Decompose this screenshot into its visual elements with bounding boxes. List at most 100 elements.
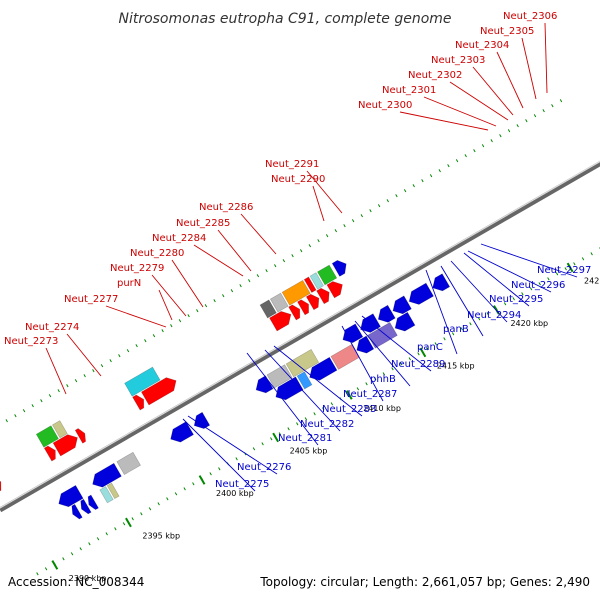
gene-label: Neut_2300 — [358, 100, 412, 111]
label-leader-line — [182, 418, 256, 492]
genome-backbone — [0, 160, 600, 513]
label-leader-line — [217, 229, 252, 272]
scale-ticks: 2390 kbp 2395 kbp 2400 kbp 2405 kbp 2410 kbp… — [51, 262, 600, 583]
label-leader-line — [450, 260, 508, 323]
label-leader-line — [463, 252, 530, 307]
gene-arrow — [35, 425, 59, 448]
gene-arrow — [316, 287, 330, 305]
gene-label: Neut_2290 — [271, 174, 325, 185]
gene-label: Neut_2301 — [382, 85, 436, 96]
label-leader-line — [521, 37, 537, 100]
label-leader-line — [151, 274, 187, 317]
scale-tick — [345, 390, 353, 400]
label-leader-line — [273, 345, 363, 417]
gene-label: Neut_2282 — [300, 419, 354, 430]
gene-label: Neut_2283 — [322, 404, 376, 415]
scale-tick-label: 2395 kbp — [142, 532, 180, 541]
gene-arrow — [99, 486, 114, 504]
gene-label: Neut_2289 — [391, 359, 445, 370]
gene-arrow — [317, 264, 338, 286]
gene-label: Neut_2287 — [343, 389, 397, 400]
gene-arrow — [124, 366, 161, 397]
gene-arrow — [296, 371, 313, 390]
gene-label: Neut_2281 — [278, 433, 332, 444]
gene-arrow — [170, 421, 194, 443]
genome-summary-text: Topology: circular; Length: 2,661,057 bp… — [259, 575, 590, 589]
label-leader-line — [187, 415, 278, 475]
label-leader-line — [472, 66, 514, 116]
gene-arrow — [331, 260, 347, 277]
gene-arrow — [92, 462, 122, 488]
gene-arrow — [303, 276, 317, 293]
gene-arrow — [408, 282, 434, 305]
label-leader-line — [425, 269, 458, 355]
gene-arrow — [141, 377, 177, 406]
label-leader-line — [440, 265, 484, 337]
label-leader-line — [240, 213, 277, 255]
gene-arrow — [377, 304, 396, 323]
gene-label: Neut_2285 — [176, 218, 230, 229]
label-leader-line — [193, 244, 244, 277]
scale-tick — [419, 347, 427, 358]
gene-label: Neut_2305 — [480, 26, 534, 37]
label-leader-line — [105, 305, 167, 328]
gene-arrow — [266, 364, 293, 389]
gene-arrow — [288, 304, 301, 321]
gene-arrow — [330, 344, 360, 370]
gene-arrow — [259, 299, 277, 319]
gene-label: panB — [443, 324, 469, 335]
gene-label: Neut_2302 — [408, 70, 462, 81]
gene-arrow — [309, 272, 324, 290]
gene-arrow — [106, 482, 120, 500]
gene-arrow — [0, 480, 2, 492]
gene-arrow — [43, 445, 56, 462]
gene-label: Neut_2291 — [265, 159, 319, 170]
gene-label: Neut_2304 — [455, 40, 509, 51]
gene-arrow — [80, 498, 92, 515]
gene-arrow — [392, 295, 412, 315]
scale-tick — [272, 432, 280, 443]
gene-arrow — [52, 434, 78, 457]
label-leader-line — [361, 315, 432, 372]
gene-arrow — [71, 503, 83, 520]
gene-label: Neut_2297 — [537, 265, 591, 276]
gene-features — [0, 260, 451, 520]
gene-arrow — [275, 376, 304, 401]
label-leader-line — [354, 320, 411, 387]
gene-label: phhB — [370, 374, 396, 385]
label-leader-line — [341, 325, 384, 402]
scale-tick-label: 2420 kbp — [510, 319, 548, 328]
label-leader-line — [496, 51, 524, 109]
gene-arrow — [305, 293, 320, 311]
label-leader-line — [544, 22, 548, 94]
label-leader-lines — [45, 22, 578, 492]
gene-label: purN — [117, 278, 141, 289]
gene-arrow — [356, 335, 375, 354]
gene-arrow — [326, 281, 343, 299]
map-title: Nitrosomonas eutropha C91, complete geno… — [118, 11, 451, 27]
gene-arrow — [285, 348, 320, 378]
scale-tick — [198, 475, 206, 485]
gene-label: Neut_2275 — [215, 479, 269, 490]
map-scaffold — [0, 94, 600, 576]
label-leader-line — [264, 349, 341, 432]
label-leader-line — [312, 185, 325, 222]
label-leader-line — [171, 259, 204, 308]
label-leader-line — [449, 81, 509, 121]
scale-tick — [125, 517, 132, 528]
gene-arrow — [116, 451, 141, 475]
gene-label: Neut_2294 — [467, 310, 521, 321]
gene-arrow — [58, 484, 84, 508]
scale-tick-label: 2400 kbp — [216, 489, 254, 498]
gene-label: panC — [417, 342, 443, 353]
gene-label: Neut_2277 — [64, 294, 118, 305]
label-leader-line — [480, 243, 578, 278]
scale-tick-label: 2390 kbp — [69, 574, 107, 583]
scale-tick-label: 2405 kbp — [290, 447, 328, 456]
gene-label: Neut_2286 — [199, 202, 253, 213]
backbone-highlight — [0, 160, 600, 509]
gene-arrow — [432, 273, 451, 292]
gene-label: Neut_2279 — [110, 263, 164, 274]
label-leader-line — [246, 352, 319, 446]
gene-arrow — [269, 310, 292, 332]
